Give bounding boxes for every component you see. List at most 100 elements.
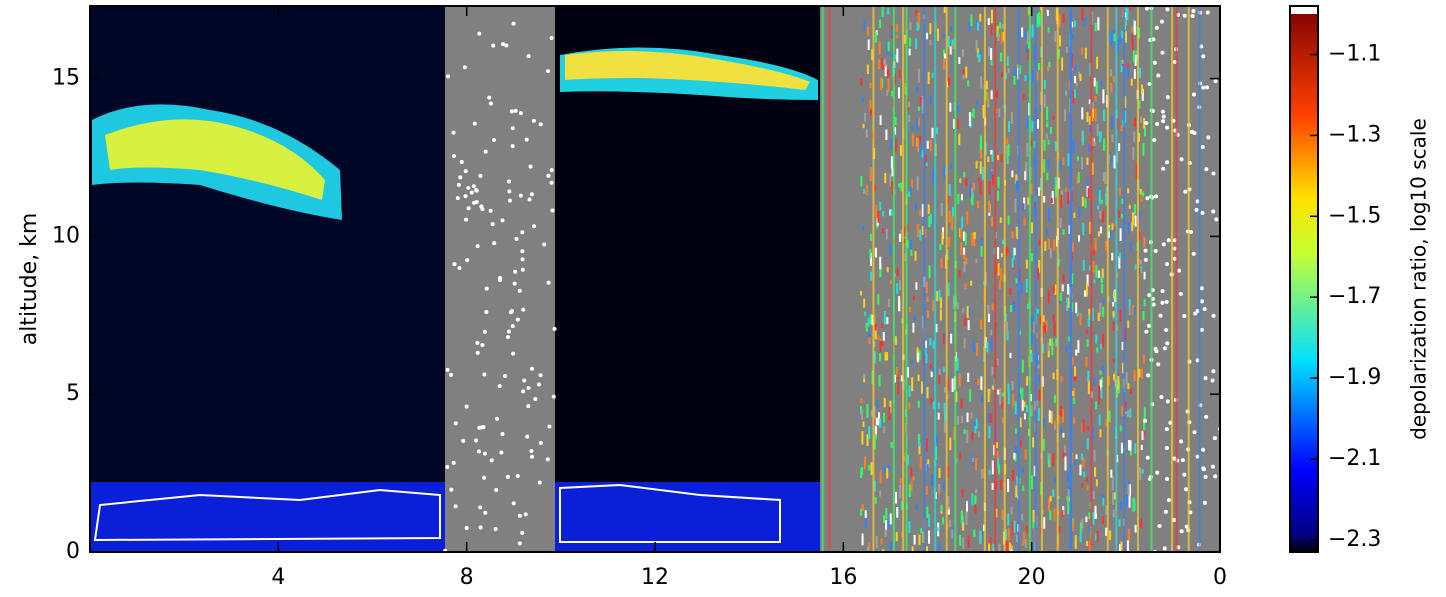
- noise-dot: [1147, 323, 1152, 328]
- noise-dot: [500, 431, 505, 436]
- noise: [1096, 347, 1099, 353]
- noise: [1060, 406, 1063, 417]
- noise: [1082, 222, 1085, 236]
- noise: [1102, 89, 1105, 104]
- noise-dot: [1211, 464, 1216, 469]
- noise: [1140, 84, 1143, 94]
- noise: [1112, 509, 1115, 518]
- streak: [1028, 6, 1031, 552]
- noise-dot: [466, 206, 471, 211]
- x-tick-label: 4: [271, 565, 285, 590]
- noise: [1125, 372, 1128, 385]
- noise-dot: [546, 280, 551, 285]
- contour: [559, 483, 781, 543]
- noise-dot: [529, 449, 534, 454]
- noise: [1023, 401, 1026, 408]
- noise: [1105, 504, 1108, 515]
- noise: [973, 232, 976, 240]
- noise-dot: [1194, 207, 1199, 212]
- noise: [1058, 526, 1061, 533]
- noise: [1011, 521, 1014, 536]
- noise: [975, 40, 978, 50]
- noise: [1053, 508, 1056, 521]
- noise: [1038, 62, 1041, 71]
- noise: [868, 465, 871, 471]
- noise: [864, 510, 867, 518]
- noise-dot: [1163, 509, 1168, 514]
- noise: [1093, 77, 1096, 87]
- noise: [1099, 379, 1102, 391]
- noise: [1052, 489, 1055, 498]
- noise-dot: [1200, 145, 1205, 150]
- noise: [971, 493, 974, 506]
- noise-dot: [1202, 467, 1207, 472]
- noise: [1100, 275, 1103, 284]
- noise: [1050, 411, 1053, 424]
- noise: [964, 232, 967, 246]
- noise: [894, 139, 897, 153]
- noise: [1058, 14, 1061, 28]
- noise: [1119, 501, 1122, 510]
- noise: [1119, 544, 1122, 552]
- noise: [1142, 354, 1145, 364]
- noise: [967, 372, 970, 383]
- noise: [899, 145, 902, 156]
- noise: [987, 313, 990, 323]
- noise: [1102, 516, 1105, 525]
- noise: [932, 299, 935, 312]
- noise: [1045, 133, 1048, 140]
- noise: [884, 526, 887, 537]
- noise: [887, 298, 890, 308]
- noise: [1097, 17, 1100, 31]
- noise: [874, 31, 877, 43]
- noise-dot: [1203, 376, 1208, 381]
- noise-dot: [453, 504, 458, 509]
- noise: [1015, 278, 1018, 284]
- noise: [1015, 534, 1018, 542]
- noise: [1119, 310, 1122, 323]
- noise: [1080, 47, 1083, 55]
- noise-dot: [1203, 475, 1208, 480]
- noise: [1053, 420, 1056, 430]
- noise: [1085, 516, 1088, 523]
- noise: [977, 177, 980, 182]
- noise: [958, 133, 961, 146]
- noise: [1053, 322, 1056, 336]
- noise: [911, 179, 914, 189]
- noise: [958, 57, 961, 64]
- noise: [949, 102, 952, 112]
- noise-dot: [530, 454, 535, 459]
- noise: [890, 208, 893, 216]
- noise: [1022, 94, 1025, 101]
- noise: [973, 421, 976, 426]
- noise: [971, 187, 974, 195]
- noise-dot: [1213, 79, 1218, 84]
- noise-dot: [1199, 286, 1204, 291]
- noise: [1133, 369, 1136, 382]
- noise: [1111, 116, 1114, 130]
- noise: [873, 351, 876, 364]
- streak: [1187, 6, 1190, 552]
- noise-dot: [449, 487, 454, 492]
- noise: [1095, 334, 1098, 344]
- noise: [1075, 349, 1078, 356]
- noise: [963, 247, 966, 255]
- noise: [961, 49, 964, 57]
- noise: [998, 543, 1001, 552]
- noise-dot: [1165, 476, 1170, 481]
- streak: [923, 6, 926, 552]
- noise: [925, 353, 928, 364]
- noise: [997, 263, 1000, 276]
- noise: [936, 28, 939, 41]
- noise: [988, 426, 991, 439]
- noise: [1065, 345, 1068, 353]
- noise: [995, 108, 998, 114]
- noise-dot: [1144, 329, 1149, 334]
- noise: [875, 417, 878, 426]
- noise: [1084, 198, 1087, 209]
- noise: [1072, 139, 1075, 154]
- noise: [928, 265, 931, 279]
- noise: [1031, 69, 1034, 83]
- noise-dot: [493, 527, 498, 532]
- y-tick-label: 0: [66, 539, 80, 564]
